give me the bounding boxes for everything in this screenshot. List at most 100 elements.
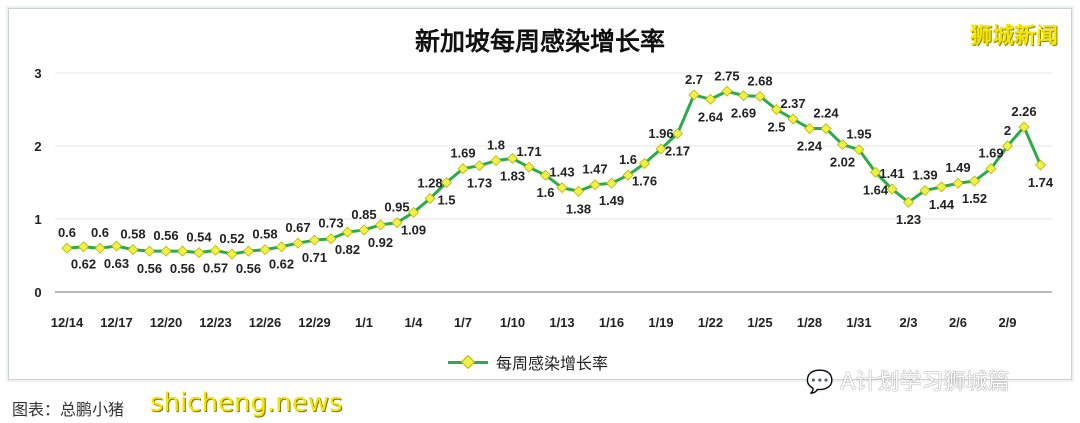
- data-label: 0.82: [335, 242, 360, 257]
- data-point: [919, 185, 931, 197]
- data-label: 2.69: [731, 106, 756, 121]
- x-tick-label: 1/22: [698, 315, 723, 330]
- data-label: 1.47: [582, 162, 607, 177]
- data-label: 0.58: [252, 227, 277, 242]
- data-point: [1034, 159, 1047, 171]
- data-label: 0.6: [91, 225, 109, 240]
- data-label: 2.02: [830, 155, 855, 170]
- data-label: 0.62: [71, 257, 96, 272]
- chart-frame: [8, 8, 1072, 380]
- watermark-wechat: 💬 A计划学习狮城篇: [806, 364, 1009, 396]
- x-tick-label: 12/29: [298, 315, 331, 330]
- data-point: [110, 240, 123, 252]
- x-tick-label: 1/13: [549, 315, 574, 330]
- data-point: [869, 166, 882, 178]
- data-label: 2.17: [665, 144, 690, 159]
- data-point: [374, 219, 387, 231]
- data-point: [77, 241, 90, 253]
- data-label: 2.5: [767, 120, 785, 135]
- data-point: [820, 122, 832, 134]
- data-label: 0.6: [58, 225, 76, 240]
- data-point: [638, 158, 651, 170]
- data-label: 1.6: [536, 185, 554, 200]
- x-tick-label: 1/4: [404, 315, 423, 330]
- data-point: [556, 182, 568, 194]
- data-label: 1.5: [437, 193, 455, 208]
- data-point: [506, 152, 519, 164]
- x-tick-label: 12/23: [199, 315, 232, 330]
- data-label: 1.74: [1028, 175, 1054, 190]
- data-point: [358, 224, 370, 236]
- data-point: [226, 248, 238, 260]
- data-label: 1.09: [401, 222, 426, 237]
- watermark-bottom-left: shicheng.news: [150, 388, 343, 418]
- x-tick-label: 1/10: [500, 315, 525, 330]
- data-label: 1.71: [516, 144, 541, 159]
- data-label: 0.56: [236, 261, 261, 276]
- data-point: [539, 169, 552, 181]
- data-label: 1.41: [879, 166, 904, 181]
- data-point: [176, 245, 189, 257]
- data-point: [985, 163, 997, 175]
- data-label: 0.52: [219, 231, 244, 246]
- data-point: [308, 234, 321, 246]
- data-point: [836, 139, 849, 151]
- data-label: 1.23: [896, 212, 921, 227]
- data-point: [787, 113, 799, 125]
- data-label: 0.56: [137, 261, 162, 276]
- data-label: 0.56: [153, 228, 178, 243]
- data-label: 1.73: [467, 176, 492, 191]
- data-label: 1.83: [500, 168, 525, 183]
- data-label: 0.57: [203, 260, 228, 275]
- data-point: [275, 241, 288, 253]
- x-tick-label: 2/3: [899, 315, 917, 330]
- data-label: 0.73: [318, 216, 343, 231]
- data-label: 2.64: [698, 109, 724, 124]
- data-point: [1018, 121, 1030, 133]
- data-point: [61, 242, 73, 254]
- data-point: [968, 175, 981, 187]
- data-label: 0.56: [170, 261, 195, 276]
- data-point: [473, 160, 486, 172]
- data-label: 1.52: [962, 191, 987, 206]
- x-tick-label: 12/17: [100, 315, 133, 330]
- data-label: 0.62: [269, 257, 294, 272]
- data-label: 2.24: [813, 105, 839, 120]
- data-label: 0.85: [351, 207, 376, 222]
- data-point: [589, 179, 601, 191]
- data-point: [704, 93, 717, 105]
- data-label: 2.26: [1011, 104, 1036, 119]
- data-point: [407, 206, 420, 218]
- data-point: [605, 177, 618, 189]
- x-tick-label: 1/28: [797, 315, 822, 330]
- data-point: [737, 90, 750, 102]
- chart-credit: 图表：总鹏小猪: [12, 400, 125, 419]
- data-label: 1.49: [599, 193, 624, 208]
- data-label: 2.24: [797, 138, 823, 153]
- data-label: 1.39: [912, 168, 937, 183]
- data-label: 0.67: [285, 220, 310, 235]
- data-label: 2.68: [747, 73, 772, 88]
- data-label: 1.38: [566, 201, 591, 216]
- data-label: 0.71: [302, 250, 327, 265]
- data-point: [242, 245, 255, 257]
- data-label: 2.7: [685, 72, 703, 87]
- data-label: 0.54: [186, 230, 212, 245]
- x-tick-label: 12/26: [249, 315, 282, 330]
- data-label: 1.28: [417, 176, 442, 191]
- data-label: 1.43: [549, 165, 574, 180]
- x-tick-label: 1/16: [599, 315, 624, 330]
- y-tick-label: 1: [34, 212, 41, 227]
- data-point: [94, 242, 106, 254]
- x-tick-label: 12/20: [150, 315, 183, 330]
- data-label: 2: [1004, 123, 1011, 138]
- wechat-icon: 💬: [806, 370, 834, 395]
- data-point: [721, 85, 733, 97]
- data-point: [803, 122, 816, 134]
- data-point: [622, 169, 634, 181]
- data-label: 1.95: [846, 127, 871, 142]
- data-label: 0.63: [104, 256, 129, 271]
- data-point: [391, 217, 403, 229]
- x-tick-label: 1/1: [355, 315, 373, 330]
